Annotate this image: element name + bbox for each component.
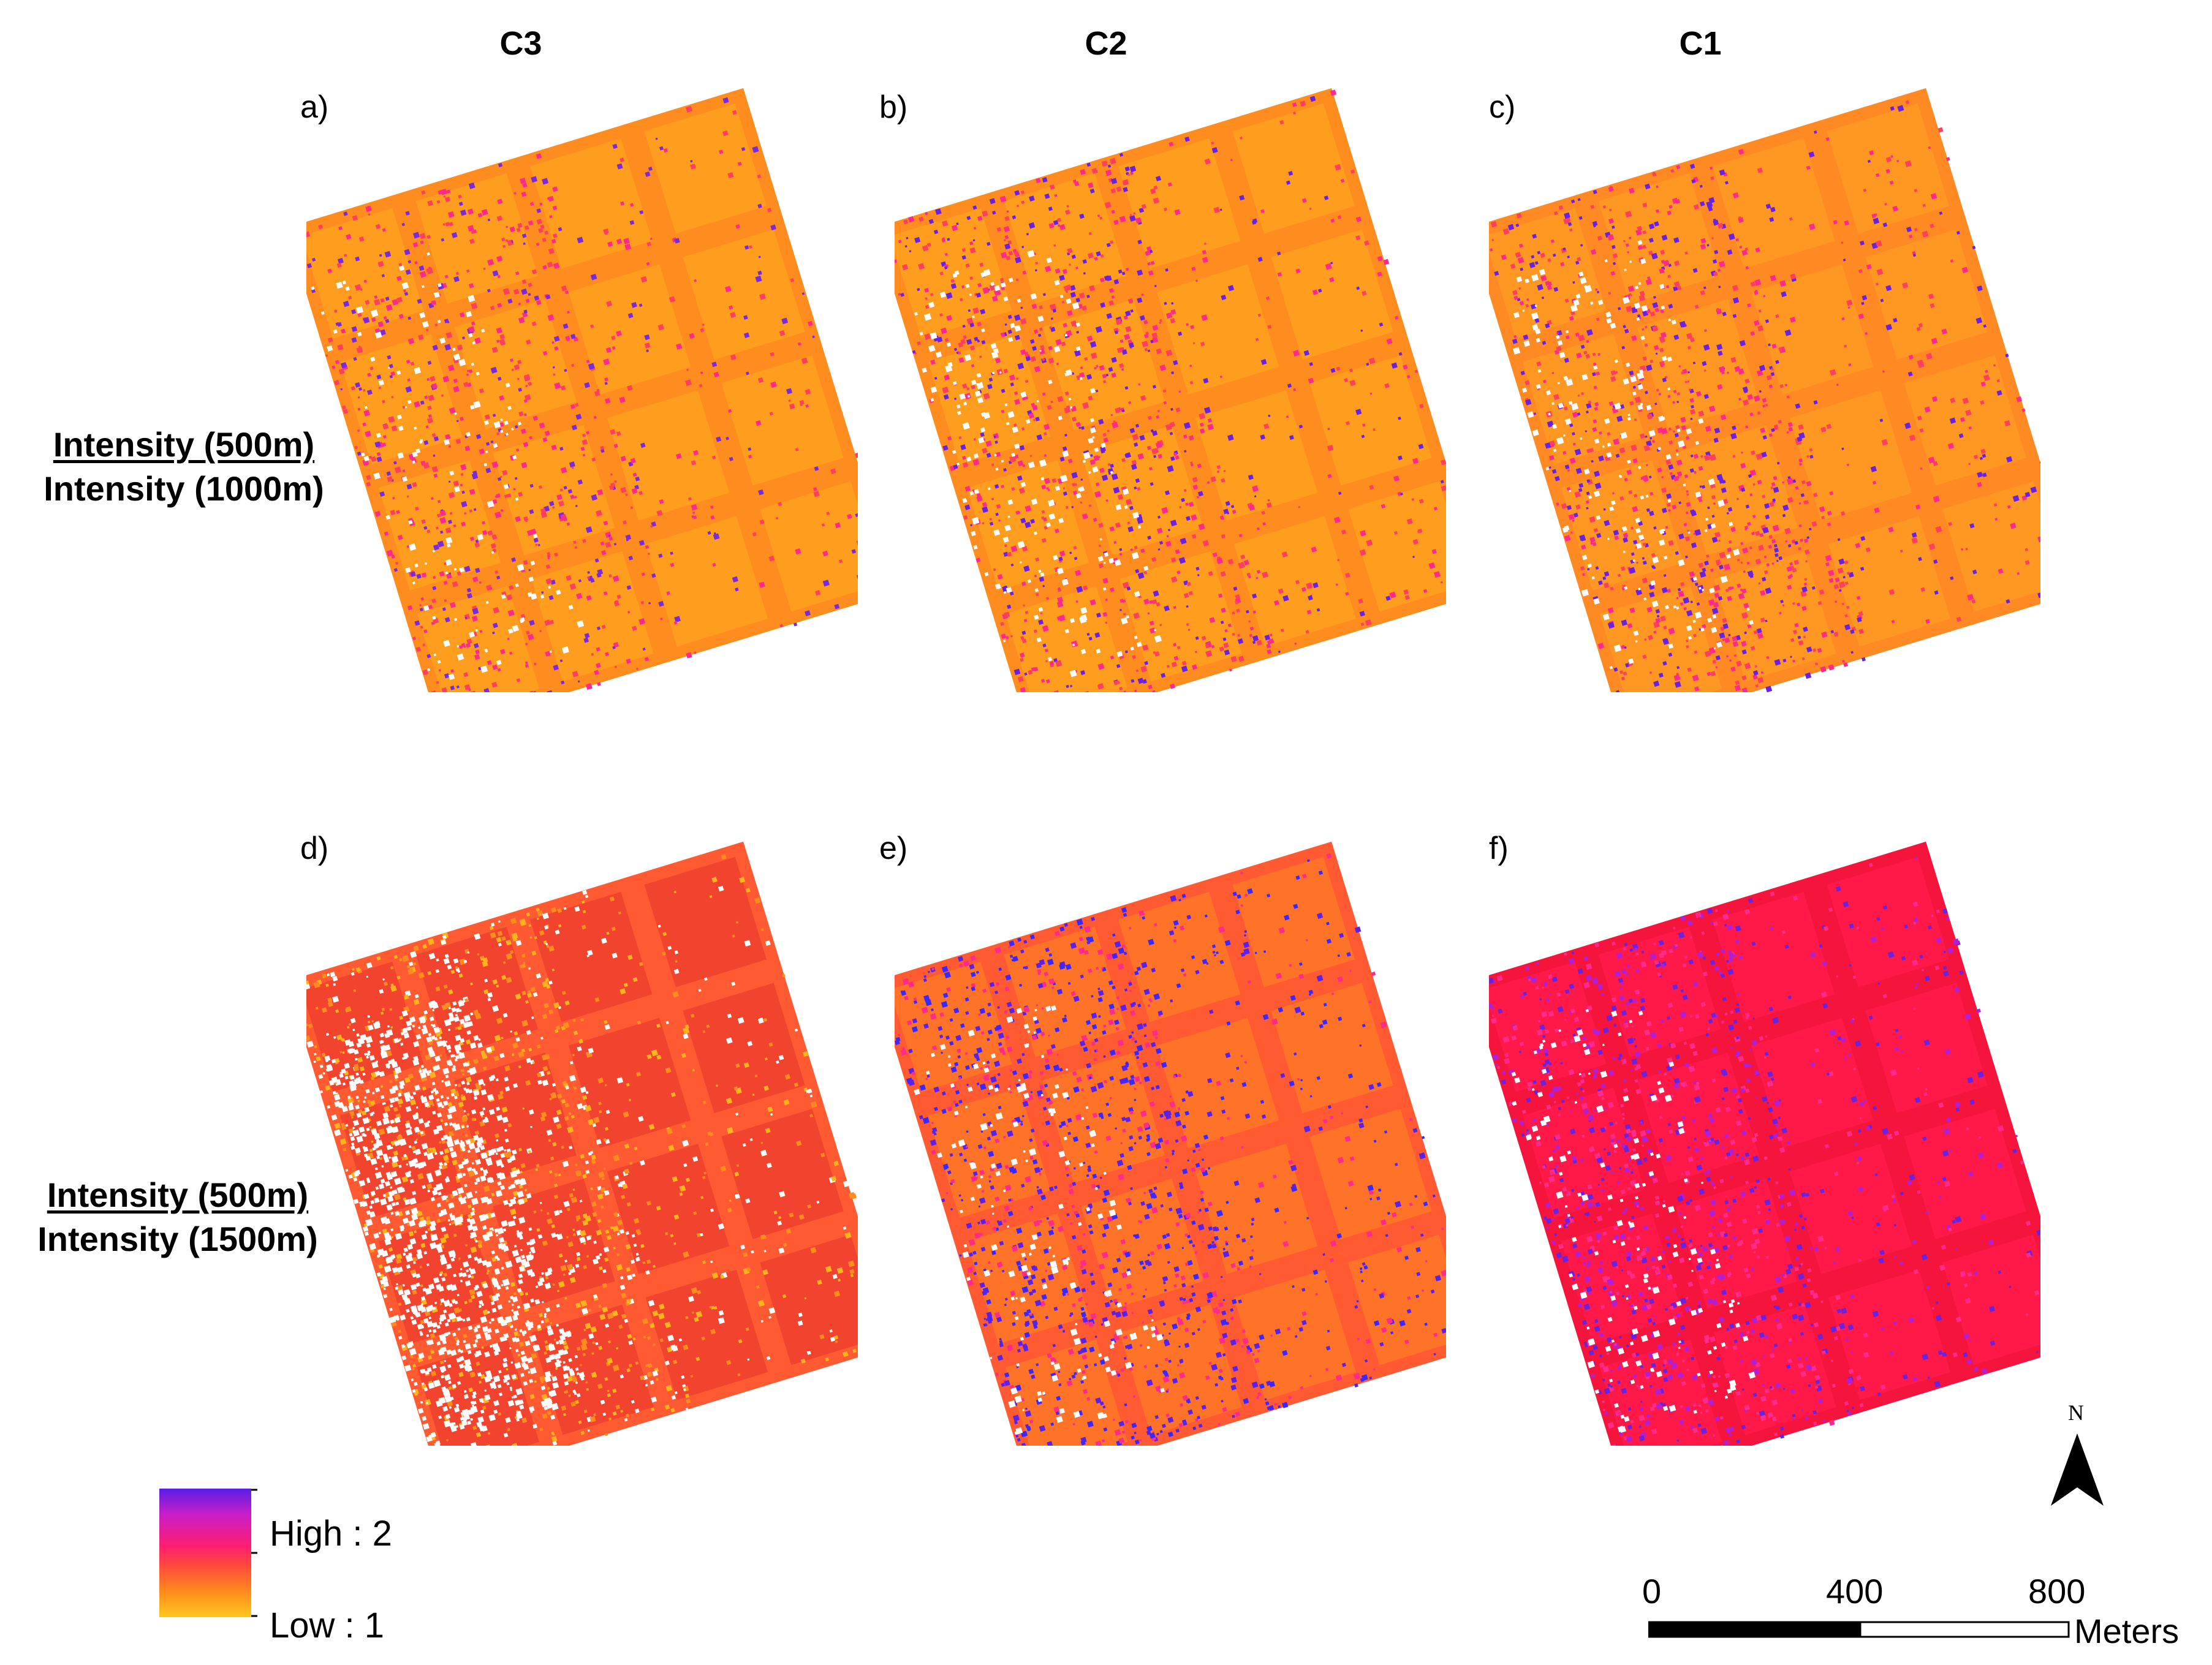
column-header-c1: C1 bbox=[1679, 25, 1722, 62]
legend-high-label: High : 2 bbox=[270, 1514, 392, 1554]
row-label-2: Intensity (500m) Intensity (1500m) bbox=[6, 1173, 349, 1261]
panel-label-e: e) bbox=[879, 831, 908, 866]
map-panel-b bbox=[895, 86, 1446, 692]
map-panel-d bbox=[306, 839, 858, 1446]
row-1-denominator: Intensity (1000m) bbox=[44, 469, 324, 508]
scale-tick-0: 0 bbox=[1642, 1572, 1662, 1610]
map-panel-f bbox=[1489, 839, 2040, 1446]
map-panel-a bbox=[306, 86, 858, 692]
panel-label-a: a) bbox=[300, 89, 329, 125]
scale-tick-400: 400 bbox=[1826, 1572, 1884, 1610]
column-header-c3: C3 bbox=[499, 25, 542, 62]
column-header-c2: C2 bbox=[1085, 25, 1127, 62]
legend-low-label: Low : 1 bbox=[270, 1606, 384, 1645]
scale-bar bbox=[1648, 1617, 2071, 1641]
row-1-numerator: Intensity (500m) bbox=[53, 425, 315, 464]
row-2-numerator: Intensity (500m) bbox=[47, 1176, 309, 1214]
legend-color-ramp bbox=[159, 1489, 257, 1617]
scale-tick-800: 800 bbox=[2028, 1572, 2086, 1610]
row-label-1: Intensity (500m) Intensity (1000m) bbox=[12, 423, 355, 511]
north-arrow-icon bbox=[2050, 1433, 2105, 1510]
row-2-denominator: Intensity (1500m) bbox=[37, 1220, 318, 1258]
scale-unit: Meters bbox=[2074, 1612, 2180, 1650]
panel-label-d: d) bbox=[300, 831, 329, 866]
panel-label-f: f) bbox=[1489, 831, 1509, 866]
panel-label-b: b) bbox=[879, 89, 908, 125]
map-panel-c bbox=[1489, 86, 2040, 692]
map-panel-e bbox=[895, 839, 1446, 1446]
panel-label-c: c) bbox=[1489, 89, 1516, 125]
north-arrow-letter: N bbox=[2068, 1400, 2084, 1425]
